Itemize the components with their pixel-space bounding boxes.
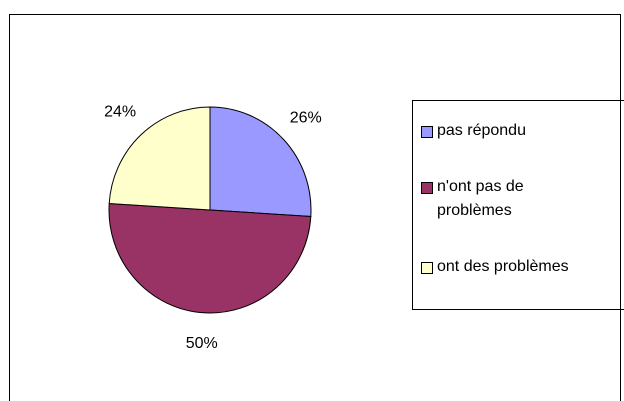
pie-slice bbox=[108, 106, 211, 211]
data-label: 24% bbox=[104, 104, 136, 121]
legend-swatch bbox=[421, 182, 433, 194]
data-label: 50% bbox=[186, 335, 218, 352]
legend-label: pas répondu bbox=[437, 122, 526, 139]
chart-border bbox=[9, 14, 621, 401]
legend-swatch bbox=[421, 126, 433, 138]
pie-slice bbox=[108, 203, 312, 314]
pie-slice bbox=[209, 106, 312, 217]
legend-item: n'ont pas de problèmes bbox=[421, 175, 624, 223]
legend: pas répondu n'ont pas de problèmes ont des… bbox=[412, 100, 624, 310]
data-label: 26% bbox=[290, 110, 322, 127]
legend-item: pas répondu bbox=[421, 119, 624, 143]
legend-swatch bbox=[421, 262, 433, 274]
legend-label: n'ont pas de problèmes bbox=[437, 178, 524, 219]
legend-label: ont des problèmes bbox=[437, 258, 569, 275]
legend-item: ont des problèmes bbox=[421, 255, 624, 279]
